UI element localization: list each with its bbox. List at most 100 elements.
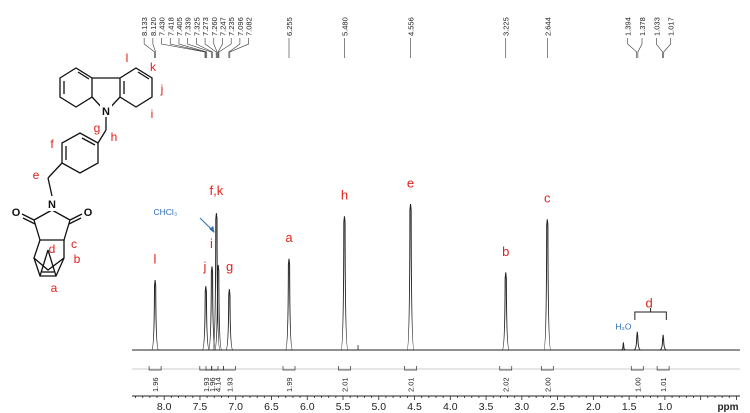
integral-value-6: 2.01	[340, 377, 349, 392]
x-tick-label-6: 5.0	[371, 401, 386, 413]
spectrum-trace	[132, 204, 740, 351]
solvent-label: CHCl₃	[153, 207, 177, 217]
integral-value-8: 2.02	[502, 377, 511, 392]
peak-label-9: c	[544, 191, 551, 206]
peak-pick-19: 1.378	[638, 17, 647, 36]
x-tick-label-2: 7.0	[228, 401, 243, 413]
integral-bracket-4	[223, 366, 236, 371]
proton-label-l: l	[126, 51, 129, 65]
peak-pick-connector-12	[229, 38, 249, 58]
peak-pick-connector-10	[218, 38, 232, 58]
integral-value-11: 1.01	[659, 377, 668, 392]
water-label: H₂O	[615, 322, 631, 332]
spectrum-peak-6	[285, 258, 294, 351]
x-tick-label-7: 4.5	[407, 401, 422, 413]
integral-bracket-0	[148, 366, 162, 371]
peak-label-6: h	[341, 188, 348, 203]
carbazole-n-atom: N	[102, 106, 110, 118]
proton-label-a: a	[51, 281, 58, 295]
spectrum-peak-3	[212, 213, 221, 351]
peak-pick-connector-4	[178, 38, 208, 58]
peak-pick-connector-21	[663, 38, 671, 58]
proton-label-j: j	[160, 82, 164, 96]
norbornene-frame	[33, 239, 65, 271]
carbazole-left-ring	[59, 67, 93, 108]
integral-value-4: 1.93	[225, 377, 234, 392]
integral-value-0: 1.96	[151, 377, 160, 392]
peak-pick-list: 8.133 8.120 7.430 7.418 7.405 7.339 7.325 7.273…	[140, 17, 676, 58]
peak-pick-12: 7.082	[245, 17, 254, 36]
peak-label-8: b	[502, 244, 509, 259]
peak-label-1: j	[203, 259, 207, 274]
peak-pick-connector-7	[204, 38, 217, 58]
peak-pick-connector-1	[152, 38, 156, 58]
peak-label-10: d	[646, 295, 653, 310]
peak-label-7: e	[407, 175, 414, 190]
peak-pick-15: 4.556	[407, 17, 416, 36]
imide-n-atom: N	[48, 199, 56, 211]
peak-label-5: a	[285, 230, 293, 245]
integral-bracket-3	[211, 366, 224, 371]
proton-label-c: c	[71, 237, 77, 251]
carbazole-right-ring	[119, 67, 153, 108]
x-tick-label-12: 2.0	[586, 401, 601, 413]
integral-value-10: 1.00	[633, 377, 642, 392]
peak-label-3: f,k	[210, 183, 224, 198]
spectrum-peak-12	[633, 331, 641, 351]
carbonyl-o-left: O	[12, 207, 21, 219]
peak-pick-18: 1.394	[624, 17, 633, 36]
peak-pick-6: 7.325	[192, 17, 201, 36]
peak-label-0: l	[153, 251, 156, 266]
peak-pick-17: 2.644	[543, 17, 552, 36]
x-axis-unit: ppm	[717, 402, 738, 413]
spectrum-peak-0	[151, 280, 160, 351]
proton-label-h: h	[111, 130, 118, 144]
integral-bracket-10	[630, 366, 644, 371]
peak-pick-1: 8.120	[149, 17, 158, 36]
peak-label-2: i	[210, 236, 213, 251]
peak-pick-connector-11	[228, 38, 241, 58]
peak-pick-connector-6	[196, 38, 213, 58]
multiplet-bracket	[634, 311, 667, 320]
peak-pick-connector-3	[169, 38, 207, 58]
x-tick-label-1: 7.5	[193, 401, 208, 413]
peak-pick-8: 7.260	[210, 17, 219, 36]
peak-pick-14: 5.480	[340, 17, 349, 36]
proton-label-e: e	[33, 168, 40, 182]
x-tick-label-14: 1.0	[658, 401, 673, 413]
x-tick-label-11: 2.5	[550, 401, 565, 413]
molecule-structure	[21, 67, 153, 277]
integral-value-5: 1.99	[285, 377, 294, 392]
peak-pick-16: 3.225	[502, 17, 511, 36]
peak-pick-connector-0	[143, 38, 155, 58]
peak-pick-connector-9	[217, 38, 223, 58]
peak-label-4: g	[226, 259, 233, 274]
proton-label-f: f	[50, 137, 54, 151]
peak-pick-20: 1.033	[652, 17, 661, 36]
peak-pick-connector-5	[187, 38, 212, 58]
peak-pick-connector-19	[637, 38, 643, 58]
x-tick-label-5: 5.5	[336, 401, 351, 413]
spectrum-peak-7	[340, 216, 349, 351]
carbonyl-o-right: O	[84, 207, 93, 219]
peak-pick-connector-2	[161, 38, 206, 58]
solvent-arrow-head	[209, 226, 215, 233]
integral-value-7: 2.01	[407, 377, 416, 392]
peak-pick-9: 7.247	[218, 17, 227, 36]
integral-bracket-6	[338, 366, 351, 371]
integral-bracket-11	[656, 366, 670, 371]
peak-pick-10: 7.235	[227, 17, 236, 36]
spectrum-peak-13	[659, 334, 667, 351]
proton-label-i: i	[151, 107, 154, 121]
proton-label-b: b	[74, 252, 81, 266]
peak-pick-connector-8	[213, 38, 218, 58]
spectrum-peak-5	[225, 289, 234, 351]
proton-label-d: d	[49, 242, 56, 256]
proton-label-k: k	[150, 60, 157, 74]
x-tick-label-9: 3.5	[479, 401, 494, 413]
peak-pick-connector-20	[656, 38, 663, 58]
x-tick-label-4: 6.0	[300, 401, 315, 413]
proton-label-g: g	[94, 121, 101, 135]
